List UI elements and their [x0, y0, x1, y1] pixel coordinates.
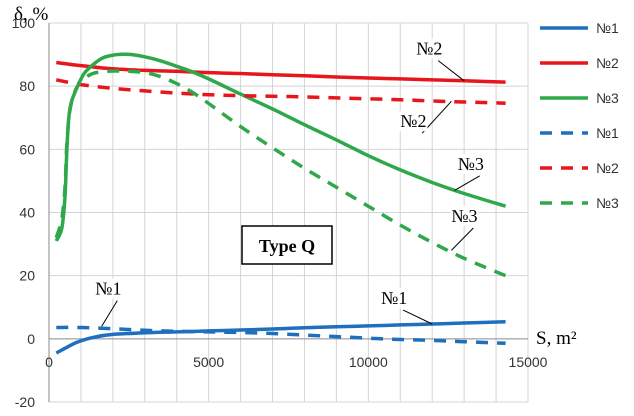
series-line-2-solid [56, 60, 506, 84]
annotation-leader [437, 60, 465, 82]
annotation-leader [454, 175, 480, 191]
y-tick-label: 60 [19, 141, 35, 157]
x-tick-label: 5000 [193, 354, 224, 370]
legend-label: №3 [596, 90, 619, 106]
annotation-bg [456, 153, 485, 174]
series-line-1-solid [55, 320, 506, 355]
type-label: Type Q [259, 236, 315, 256]
annotation-label: №1 [95, 279, 121, 299]
y-tick-label: 100 [12, 15, 36, 31]
annotation-bg [450, 205, 479, 226]
annotation-bg [94, 278, 123, 299]
annotation-leader [101, 300, 118, 327]
series-line-4-dashed [56, 325, 506, 346]
annotation-label: №3 [458, 154, 484, 174]
x-axis-title: S, m² [536, 328, 577, 349]
y-tick-label: -20 [15, 394, 35, 410]
annotation-label: №2 [400, 111, 426, 131]
legend-label: №1 [596, 125, 619, 141]
x-tick-label: 10000 [349, 354, 388, 370]
x-tick-label: 0 [45, 354, 53, 370]
legend-label: №2 [596, 55, 619, 71]
series-lines [54, 52, 507, 355]
tick-labels: -20 0 20 40 60 80 100 0 5000 10000 15000 [12, 15, 548, 410]
annotation-bg [380, 288, 409, 309]
y-tick-label: 20 [19, 268, 35, 284]
annotation-leader [451, 227, 474, 251]
annotation-bg [415, 38, 444, 59]
annotation-label: №3 [451, 206, 477, 226]
x-tick-label: 15000 [509, 354, 548, 370]
annotations: №2 №2 №3 №3 №1 №1 [94, 38, 485, 327]
annotation-label: №1 [381, 288, 407, 308]
type-label-box: Type Q [241, 225, 333, 265]
annotation-leader [402, 309, 433, 325]
series-line-6-dashed [54, 69, 507, 278]
annotation-bg [399, 111, 428, 132]
legend: №1 №2 №3 №1 №2 №3 [540, 20, 619, 211]
y-tick-label: 80 [19, 78, 35, 94]
y-tick-label: 0 [27, 331, 35, 347]
legend-label: №2 [596, 160, 619, 176]
axes [48, 23, 528, 402]
legend-label: №3 [596, 195, 619, 211]
series-line-5-dashed [55, 78, 506, 105]
y-axis-title: δ, % [14, 4, 48, 25]
legend-label: №1 [596, 20, 619, 36]
annotation-label: №2 [416, 39, 442, 59]
y-tick-label: 40 [19, 205, 35, 221]
